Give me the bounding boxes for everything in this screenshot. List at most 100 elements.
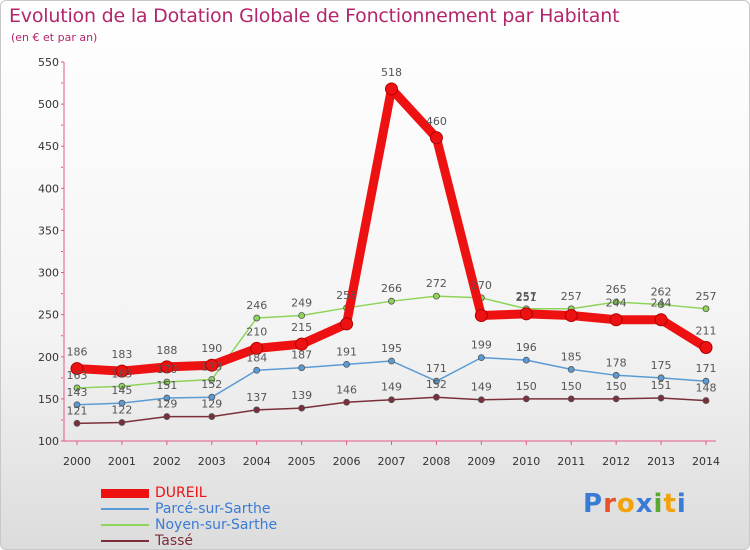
data-label: 257: [561, 290, 582, 303]
x-tick-label: 2002: [153, 455, 181, 468]
data-point: [699, 341, 713, 355]
data-label: 188: [156, 344, 177, 357]
data-point: [295, 337, 309, 351]
proxiti-logo: Proxiti: [583, 489, 687, 519]
y-tick-label: 300: [38, 267, 59, 280]
data-label: 151: [156, 379, 177, 392]
logo-letter: r: [603, 489, 617, 519]
x-tick-label: 2008: [422, 455, 450, 468]
data-label: 244: [651, 297, 672, 310]
data-label: 262: [651, 286, 672, 299]
data-point: [385, 82, 398, 96]
data-point: [70, 362, 84, 376]
y-tick-label: 100: [38, 435, 59, 448]
data-label: 178: [606, 356, 627, 369]
x-tick-label: 2009: [467, 455, 495, 468]
data-labels: 143 145 151 152 184 187 191 195 171 199 196 185 178 1…: [67, 66, 717, 417]
data-point: [163, 394, 171, 402]
data-label: 266: [381, 282, 402, 295]
data-label: 173: [201, 361, 222, 374]
data-point: [612, 298, 620, 306]
data-label: 191: [336, 345, 357, 358]
data-label: 171: [426, 362, 447, 375]
data-point: [208, 376, 216, 383]
data-label: 270: [471, 279, 492, 292]
data-label: 185: [561, 350, 582, 363]
data-point: [429, 131, 443, 145]
data-label: 187: [291, 349, 312, 362]
data-point: [253, 314, 261, 322]
logo-letter: i: [676, 489, 687, 519]
data-point: [567, 395, 575, 403]
data-point: [657, 394, 665, 402]
data-point: [388, 396, 395, 404]
data-label: 145: [111, 384, 132, 397]
data-label: 215: [291, 321, 312, 334]
data-point: [474, 309, 488, 323]
data-label: 175: [651, 359, 672, 372]
data-point: [253, 406, 261, 414]
data-point: [163, 378, 171, 386]
x-tick-label: 2005: [288, 455, 316, 468]
data-point: [433, 292, 440, 300]
data-label: 146: [336, 383, 357, 396]
chart-subtitle: (en € et par an): [11, 31, 98, 44]
x-tick-label: 2010: [512, 455, 540, 468]
logo-letter: x: [635, 489, 654, 519]
data-point: [208, 393, 216, 401]
data-label: 244: [606, 297, 627, 310]
data-label: 196: [516, 341, 537, 354]
data-label: 460: [426, 115, 447, 128]
y-tick-label: 250: [38, 309, 59, 322]
data-label: 265: [606, 283, 627, 296]
legend-swatch: [101, 508, 149, 510]
x-tick-label: 2014: [692, 455, 720, 468]
data-point: [340, 317, 354, 331]
data-point: [205, 358, 219, 372]
data-point: [208, 413, 216, 420]
data-label: 143: [67, 386, 88, 399]
data-point: [612, 395, 620, 403]
data-point: [657, 301, 665, 308]
data-label: 139: [291, 389, 312, 402]
y-tick-label: 200: [38, 351, 59, 364]
x-tick-label: 2001: [108, 455, 136, 468]
x-tick-label: 2012: [602, 455, 630, 468]
legend-swatch: [101, 488, 149, 498]
data-point: [477, 354, 485, 362]
data-point: [253, 366, 261, 374]
series-dureil: [70, 82, 713, 378]
data-label: 249: [291, 297, 312, 310]
data-point: [343, 360, 350, 368]
data-point: [73, 419, 81, 427]
data-label: 195: [381, 342, 402, 355]
data-label: 149: [471, 381, 492, 394]
data-label: 165: [111, 367, 132, 380]
data-point: [522, 356, 530, 364]
data-label: 211: [696, 325, 717, 338]
data-point: [612, 371, 620, 379]
logo-letter: P: [583, 489, 604, 519]
data-point: [388, 297, 395, 305]
legend-label: DUREIL: [155, 485, 207, 501]
data-point: [522, 395, 530, 403]
x-tick-label: 2006: [333, 455, 361, 468]
data-label: 121: [67, 404, 88, 417]
data-point: [250, 341, 264, 355]
data-label: 170: [156, 363, 177, 376]
data-point: [73, 384, 81, 392]
data-point: [519, 307, 533, 321]
data-point: [118, 419, 126, 426]
data-point: [702, 397, 710, 404]
data-label: 148: [696, 382, 717, 395]
logo-letter: i: [653, 489, 664, 519]
data-label: 129: [156, 398, 177, 411]
y-tick-label: 500: [38, 98, 59, 111]
legend-label: Noyen-sur-Sarthe: [155, 517, 278, 533]
chart-title: Evolution de la Dotation Globale de Fonc…: [9, 5, 620, 27]
x-tick-label: 2000: [63, 455, 91, 468]
data-label: 183: [111, 348, 132, 361]
data-label: 171: [696, 362, 717, 375]
